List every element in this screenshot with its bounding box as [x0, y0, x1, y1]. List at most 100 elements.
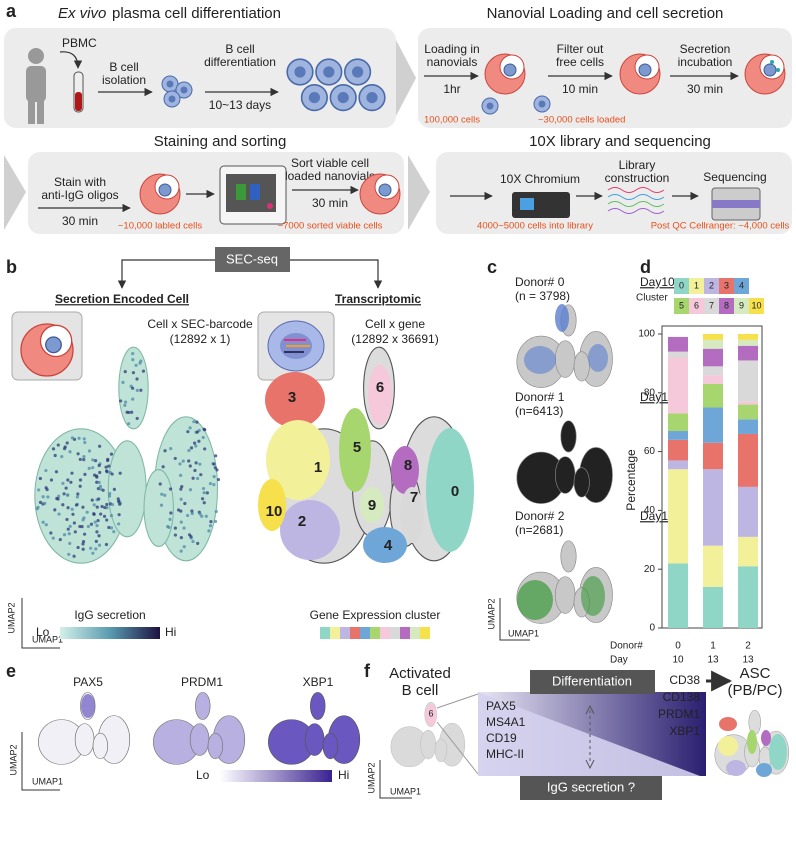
cell-dot	[160, 492, 164, 496]
bar-segment	[703, 383, 723, 408]
shape	[391, 446, 419, 494]
shape	[524, 346, 556, 374]
cell-dot	[83, 440, 87, 445]
legend-swatch	[674, 298, 689, 314]
icon	[329, 84, 357, 112]
shape	[436, 721, 479, 775]
shape	[4, 155, 26, 230]
bar-segment	[703, 366, 723, 376]
cell-dot	[121, 380, 125, 384]
cell-dot	[92, 512, 96, 516]
cell-dot	[106, 457, 110, 461]
axis-label: UMAP1	[390, 786, 421, 796]
cell-dot	[130, 410, 134, 414]
y-axis-title: Percentage	[624, 449, 638, 511]
matrix-label: (12892 x 1)	[170, 332, 231, 346]
step-label: B cell	[225, 42, 254, 56]
cell-dot	[180, 485, 184, 489]
cell-dot	[93, 459, 98, 463]
cell-dot	[36, 505, 40, 509]
shape	[339, 408, 371, 492]
cell-dot	[194, 444, 198, 448]
legend-title: Gene Expression cluster	[310, 608, 441, 622]
cell-dot	[41, 495, 45, 499]
shape	[581, 576, 605, 616]
icon	[286, 58, 314, 86]
bar-segment	[738, 360, 758, 402]
legend-swatch	[674, 278, 689, 294]
cell-dot	[86, 524, 90, 529]
cell-dot	[169, 511, 173, 515]
cell-dot	[95, 480, 99, 484]
shape	[28, 100, 35, 124]
cluster-swatch	[330, 627, 340, 639]
bar-segment	[668, 563, 688, 628]
cell-dot	[76, 452, 80, 456]
shape	[396, 40, 416, 116]
legend-label: 2	[709, 280, 714, 290]
cell-dot	[98, 444, 102, 448]
scale-end: Lo	[196, 768, 210, 782]
scale-end: Hi	[165, 625, 176, 639]
cell-dot	[80, 525, 84, 529]
cell-dot	[191, 476, 195, 480]
cell-dot	[196, 541, 200, 545]
cell-dot	[57, 494, 61, 498]
cell-dot	[49, 531, 53, 535]
cell-dot	[112, 487, 116, 491]
cell-dot	[101, 488, 105, 492]
bar-segment	[668, 431, 688, 440]
cell-dot	[198, 462, 202, 466]
cell-dot	[214, 454, 218, 458]
cell-dot	[66, 493, 70, 497]
axis-label: UMAP1	[508, 628, 539, 638]
icon	[139, 173, 181, 215]
cell-dot	[127, 422, 131, 426]
cell-count: Post QC Cellranger: ~4,000 cells	[651, 221, 790, 232]
cell-dot	[78, 484, 82, 488]
cell-dot	[125, 410, 129, 414]
cell-dot	[190, 509, 194, 513]
cell-count: ~7000 sorted viable cells	[278, 221, 383, 232]
cluster-label: 7	[410, 489, 418, 506]
cluster-swatch	[360, 627, 370, 639]
step-label: 30 min	[687, 82, 723, 96]
x-tick-label: 1	[710, 641, 716, 652]
icon	[163, 90, 181, 108]
legend-swatch	[719, 278, 734, 294]
cell-dot	[45, 487, 49, 492]
legend-swatch	[749, 298, 764, 314]
cell-dot	[179, 520, 183, 524]
y-tick-label: 60	[644, 446, 656, 457]
bar-segment	[668, 357, 688, 414]
cell-dot	[163, 493, 167, 497]
section-title: Staining and sorting	[154, 133, 287, 150]
state-title: Activated	[389, 665, 451, 682]
donor-count: (n = 3798)	[515, 289, 570, 303]
cluster-label: 5	[353, 439, 361, 456]
gene-label: PAX5	[73, 675, 103, 689]
cluster-swatch	[380, 627, 390, 639]
step-label: Sequencing	[703, 170, 766, 184]
cell-dot	[38, 476, 43, 481]
cell-dot	[97, 497, 101, 501]
legend-swatch	[689, 278, 704, 294]
shape	[360, 487, 384, 523]
cell-dot	[54, 470, 59, 474]
cell-dot	[99, 487, 103, 491]
bar-segment	[738, 536, 758, 567]
cell-dot	[173, 456, 177, 461]
shape	[769, 734, 787, 770]
bar-segment	[703, 469, 723, 546]
cell-dot	[70, 471, 74, 475]
shape	[267, 203, 273, 209]
cell-dot	[179, 497, 183, 501]
y-tick-label: 40	[644, 505, 656, 516]
bar-segment	[668, 351, 688, 358]
cell-dot	[97, 480, 101, 485]
cell-dot	[95, 505, 99, 509]
cell-dot	[78, 478, 83, 482]
step-label: 30 min	[312, 196, 348, 210]
cell-dot	[208, 524, 213, 528]
shape	[236, 184, 246, 200]
